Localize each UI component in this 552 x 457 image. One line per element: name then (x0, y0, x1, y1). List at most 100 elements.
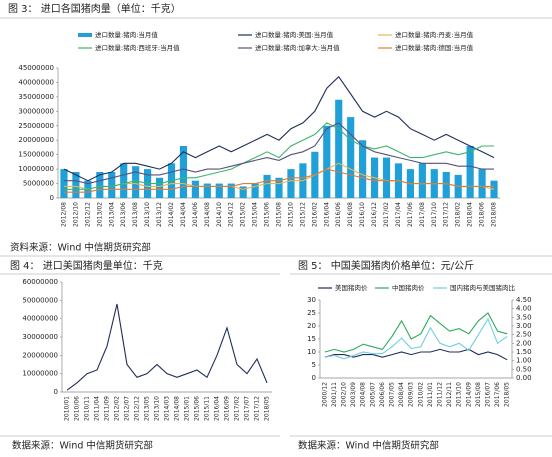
x-tick-label: 2016/04 (214, 396, 221, 421)
y2-tick-label: 2.50 (516, 331, 532, 339)
y-tick-label: 15000000 (18, 151, 54, 159)
x-tick-label: 2017/06 (494, 382, 501, 407)
x-tick-label: 2011/09 (104, 396, 111, 421)
x-tick-label: 2013/10 (144, 202, 151, 227)
x-tick-label: 2014/08 (204, 202, 211, 227)
x-tick-label: 2015/12 (299, 202, 306, 227)
x-tick-label: 2018/02 (455, 202, 462, 227)
x-tick-label: 2016/10 (359, 202, 366, 227)
line (64, 122, 494, 190)
y2-tick-label: 1.50 (516, 348, 532, 356)
x-tick-label: 2013/12 (156, 202, 163, 227)
x-tick-label: 2016/04 (323, 202, 330, 227)
x-tick-label: 2016/07 (485, 382, 492, 407)
x-tick-label: 2017/06 (407, 202, 414, 227)
y2-tick-label: 1.00 (516, 357, 532, 365)
chart-title: 图 3： 进口各国猪肉量（单位：千克） (8, 2, 181, 15)
bar (263, 174, 271, 198)
legend-label: 进口数量:猪肉:美国:当月值 (255, 30, 334, 39)
bar (478, 169, 486, 198)
x-tick-label: 2014/10 (216, 202, 223, 227)
x-tick-label: 2011/12 (437, 382, 444, 407)
x-tick-label: 2017/10 (431, 202, 438, 227)
bar (347, 117, 355, 198)
y-tick-label: 20000000 (22, 351, 58, 359)
bar (72, 172, 80, 198)
x-tick-label: 2015/02 (240, 202, 247, 227)
x-tick-label: 2014/06 (192, 202, 199, 227)
x-tick-label: 2013/08 (132, 202, 139, 227)
x-tick-label: 2014/04 (180, 202, 187, 227)
y-tick-label: 40000000 (22, 315, 58, 323)
x-tick-label: 2010/11 (84, 396, 91, 421)
line (66, 303, 268, 391)
x-tick-label: 2015/01 (184, 396, 191, 421)
x-tick-label: 2010/02 (417, 382, 424, 407)
y2-tick-label: 4.00 (516, 305, 532, 313)
line (324, 317, 508, 360)
bar (323, 125, 331, 198)
x-tick-label: 2012/07 (124, 396, 131, 421)
legend-label: 国内猪肉与美国猪肉比 (450, 283, 516, 292)
y-tick-label: 25 (307, 309, 316, 317)
bar (359, 140, 367, 198)
x-tick-label: 2012/02 (114, 396, 121, 421)
x-tick-label: 2018/08 (491, 202, 498, 227)
legend-swatch (78, 33, 92, 37)
bar (191, 180, 199, 198)
bar (215, 183, 223, 198)
bar (60, 169, 68, 198)
x-tick-label: 2014/12 (228, 202, 235, 227)
line (64, 122, 494, 185)
x-tick-label: 2016/06 (335, 202, 342, 227)
y-tick-label: 25000000 (18, 122, 54, 130)
x-tick-label: 2016/09 (224, 396, 231, 421)
x-tick-label: 2013/06 (120, 202, 127, 227)
x-tick-label: 2015/06 (264, 202, 271, 227)
x-tick-label: 2015/06 (194, 396, 201, 421)
y-tick-label: 0 (54, 388, 58, 396)
x-tick-label: 2014/09 (465, 382, 472, 407)
y2-tick-label: 4.50 (516, 296, 532, 304)
line (324, 348, 508, 361)
x-tick-label: 2014/02 (168, 202, 175, 227)
y-tick-label: 20000000 (18, 136, 54, 144)
bar (251, 183, 259, 198)
x-tick-label: 2012/10 (72, 202, 79, 227)
bar (227, 183, 235, 198)
bar (382, 157, 391, 198)
x-tick-label: 2013/02 (96, 202, 103, 227)
x-tick-label: 2015/10 (287, 202, 294, 227)
y-tick-label: 30000000 (22, 333, 58, 341)
x-tick-label: 2013/10 (456, 382, 463, 407)
y-tick-label: 35000000 (18, 93, 54, 101)
x-tick-label: 2012/12 (134, 396, 141, 421)
x-tick-label: 2016/12 (371, 202, 378, 227)
bar (239, 186, 247, 198)
x-tick-label: 2004/08 (360, 382, 367, 407)
x-tick-label: 2017/02 (383, 202, 390, 227)
y-tick-label: 45000000 (18, 64, 54, 72)
x-tick-label: 2010/01 (64, 396, 71, 421)
y-tick-label: 50000000 (22, 296, 58, 304)
y2-tick-label: 3.50 (516, 313, 532, 321)
y-tick-label: 15 (307, 335, 316, 343)
x-tick-label: 2014/03 (164, 396, 171, 421)
legend-label: 进口数量:猪肉:西班牙:当月值 (95, 43, 180, 52)
bar (179, 146, 188, 198)
y-tick-label: 60000000 (22, 278, 58, 286)
source-note: 数据来源：Wind 中信期货研究部 (298, 440, 439, 452)
y-tick-label: 10000000 (22, 370, 58, 378)
x-tick-label: 2001/11 (331, 382, 338, 407)
x-tick-label: 2017/07 (244, 396, 251, 421)
bar (155, 177, 164, 198)
x-tick-label: 2017/02 (234, 396, 241, 421)
legend-label: 美国猪肉价 (335, 283, 368, 292)
source-note: 资料来源：Wind 中信期货研究部 (10, 242, 151, 254)
x-tick-label: 2015/04 (252, 202, 259, 227)
x-tick-label: 2012/08 (60, 202, 67, 227)
x-tick-label: 2006/06 (379, 382, 386, 407)
x-tick-label: 2015/08 (475, 382, 482, 407)
y2-tick-label: 3.00 (516, 322, 532, 330)
